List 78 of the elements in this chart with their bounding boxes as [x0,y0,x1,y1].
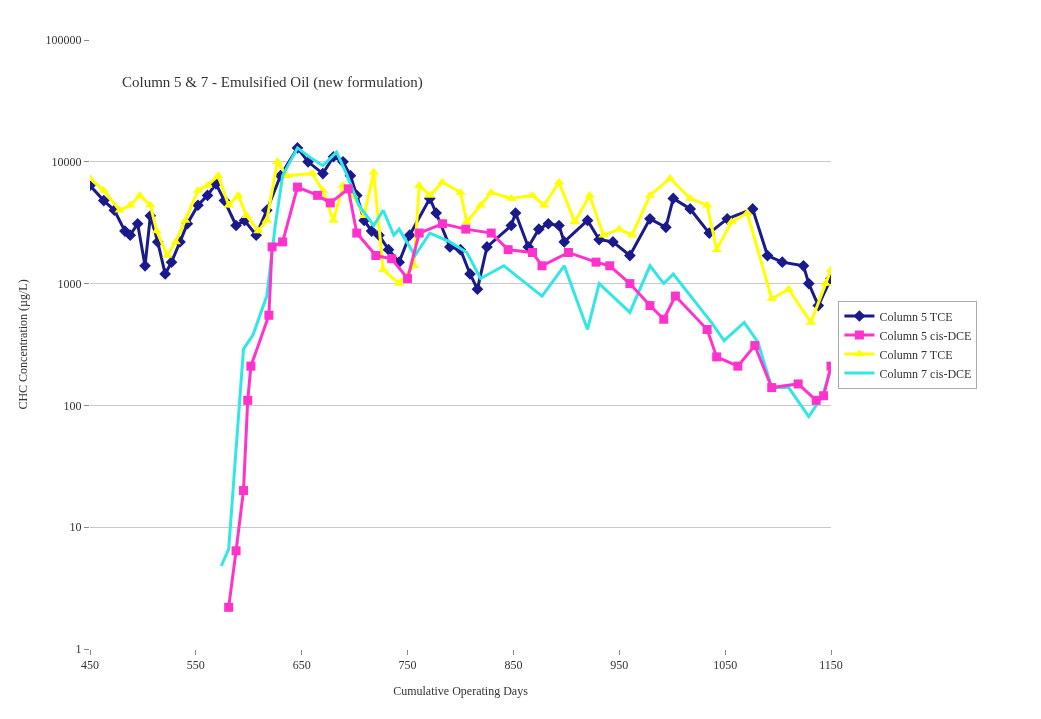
point [180,215,191,223]
y-tick-label: 100 [63,398,82,413]
x-tick-label: 950 [610,658,629,673]
point [278,237,288,247]
y-tick-label: 10 [69,520,82,535]
point [267,242,277,252]
point [767,383,777,393]
point [438,219,447,229]
point [224,602,234,612]
point [563,248,573,258]
x-tick-label: 1150 [819,658,843,673]
y-tick-label: 10000 [51,155,82,169]
legend-label: Column 5 TCE [879,309,953,324]
point [537,261,547,271]
point [325,198,335,208]
point [202,180,213,188]
x-axis-title: Cumulative Operating Days [393,684,529,699]
legend-label: Column 7 cis-DCE [879,366,972,381]
point [238,486,248,496]
point [114,205,125,213]
point [424,190,435,198]
point [625,279,635,289]
point [371,251,381,261]
point [233,190,244,198]
x-tick-label: 850 [504,658,523,673]
y-tick-label: 100000 [45,33,82,48]
x-tick-label: 650 [292,658,311,673]
point [343,184,353,194]
point [766,294,777,302]
point [527,190,538,198]
y-tick-label: 1000 [57,276,82,291]
y-tick-label: 1 [75,642,82,657]
point [414,180,425,188]
point [584,190,595,198]
point [414,228,424,238]
point [387,254,397,264]
point [659,314,669,324]
point [811,395,821,405]
x-tick-label: 450 [81,658,99,673]
point [292,182,302,192]
point [750,341,760,351]
point [726,217,737,225]
point [591,257,601,267]
point [506,193,517,201]
point [670,291,680,301]
point [170,237,181,245]
point [742,208,753,216]
point [246,361,256,371]
point [272,157,283,165]
point [461,224,471,234]
legend-label: Column 7 TCE [879,347,953,362]
point [712,352,722,362]
y-axis-title: CHC Concentration (µg/L) [15,279,30,410]
point [241,211,252,219]
point [605,261,615,271]
point [264,310,274,320]
point [819,391,829,401]
x-tick-label: 750 [398,658,417,673]
point [503,245,513,255]
point [527,248,537,258]
point [253,226,264,234]
point [243,395,253,405]
point [486,228,496,238]
point [455,187,466,195]
point [352,228,362,238]
x-tick-label: 550 [186,658,205,673]
point [793,379,803,389]
point [134,190,145,198]
point [702,324,712,334]
x-tick-label: 1050 [713,658,738,673]
point [403,274,413,284]
point [733,361,743,371]
legend-label: Column 5 cis-DCE [879,328,972,343]
text: Column 5 & 7 - Emulsified Oil (new formulation) [122,74,423,91]
point [231,546,241,556]
point [313,190,323,200]
point [368,167,379,175]
point [645,301,655,311]
